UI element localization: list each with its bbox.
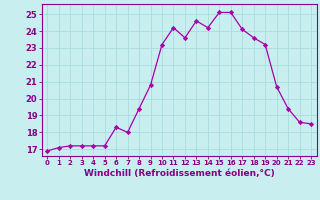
X-axis label: Windchill (Refroidissement éolien,°C): Windchill (Refroidissement éolien,°C) <box>84 169 275 178</box>
